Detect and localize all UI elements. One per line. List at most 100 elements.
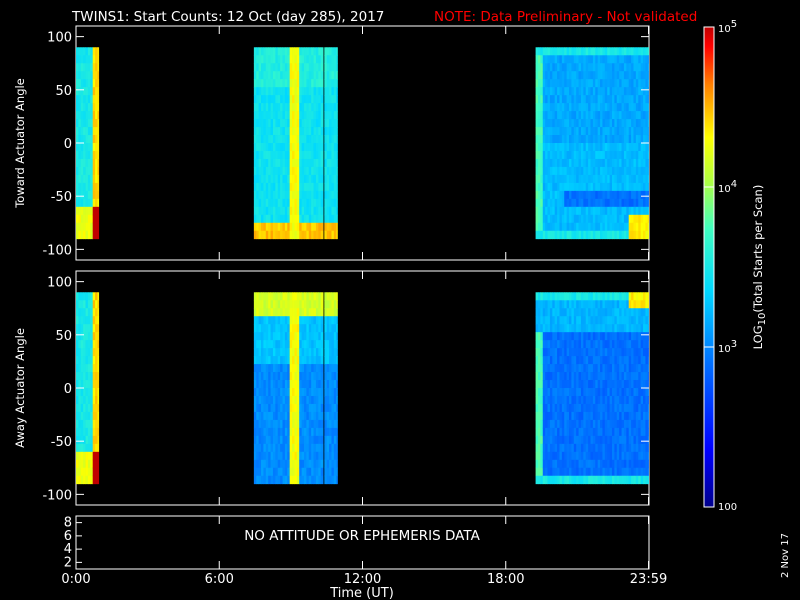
heatmap-cell — [554, 182, 558, 192]
heatmap-cell — [554, 427, 558, 437]
heatmap-cell — [95, 451, 98, 461]
heatmap-cell — [578, 190, 582, 200]
heatmap-cell — [83, 79, 86, 88]
heatmap-cell — [535, 395, 539, 405]
heatmap-cell — [95, 111, 98, 120]
heatmap-cell — [326, 71, 330, 80]
heatmap-cell — [308, 127, 312, 136]
heatmap-cell — [320, 308, 324, 317]
heatmap-cell — [552, 459, 556, 469]
heatmap-cell — [554, 127, 558, 136]
heatmap-cell — [535, 451, 539, 461]
heatmap-cell — [308, 71, 312, 80]
heatmap-cell — [640, 119, 644, 128]
heatmap-cell — [645, 467, 649, 477]
heatmap-cell — [576, 55, 579, 64]
heatmap-cell — [588, 143, 591, 152]
heatmap-cell — [578, 111, 582, 120]
heatmap-cell — [258, 332, 262, 341]
heatmap-cell — [289, 364, 293, 373]
heatmap-cell — [633, 222, 637, 232]
heatmap-cell — [258, 372, 262, 381]
heatmap-cell — [549, 356, 553, 365]
heatmap-cell — [97, 230, 100, 240]
heatmap-cell — [287, 340, 291, 349]
heatmap-cell — [635, 388, 639, 397]
heatmap-cell — [635, 174, 639, 184]
heatmap-cell — [626, 316, 630, 325]
heatmap-cell — [92, 380, 96, 389]
heatmap-cell — [638, 332, 642, 341]
heatmap-cell — [585, 87, 589, 96]
heatmap-cell — [275, 87, 279, 96]
heatmap-cell — [623, 364, 627, 373]
heatmap-cell — [315, 459, 319, 469]
heatmap-cell — [277, 214, 281, 224]
heatmap-cell — [600, 87, 603, 96]
heatmap-cell — [287, 55, 291, 64]
heatmap-cell — [296, 230, 300, 240]
heatmap-cell — [311, 388, 314, 397]
heatmap-cell — [597, 348, 601, 357]
heatmap-cell — [614, 308, 618, 317]
heatmap-cell — [284, 403, 288, 413]
heatmap-cell — [592, 166, 596, 176]
heatmap-cell — [333, 119, 337, 128]
heatmap-cell — [583, 411, 587, 421]
heatmap-cell — [645, 435, 649, 445]
heatmap-cell — [85, 55, 89, 64]
heatmap-cell — [270, 340, 274, 349]
heatmap-cell — [611, 166, 615, 176]
heatmap-cell — [97, 158, 100, 168]
heatmap-cell — [83, 206, 86, 216]
heatmap-cell — [318, 150, 322, 160]
heatmap-cell — [638, 47, 642, 56]
heatmap-cell — [83, 419, 86, 429]
heatmap-cell — [287, 158, 291, 168]
heatmap-cell — [604, 443, 608, 453]
heatmap-cell — [268, 166, 271, 176]
heatmap-cell — [87, 182, 91, 192]
heatmap-cell — [588, 300, 591, 309]
heatmap-cell — [284, 475, 288, 485]
heatmap-cell — [313, 419, 317, 429]
heatmap-cell — [324, 380, 328, 389]
heatmap-cell — [289, 182, 293, 192]
heatmap-cell — [315, 79, 319, 88]
heatmap-cell — [547, 150, 551, 160]
heatmap-cell — [304, 372, 307, 381]
heatmap-cell — [535, 222, 539, 232]
heatmap-cell — [313, 300, 317, 309]
heatmap-cell — [647, 356, 649, 365]
heatmap-cell — [647, 316, 649, 325]
heatmap-cell — [549, 174, 553, 184]
heatmap-cell — [611, 419, 615, 429]
heatmap-cell — [320, 103, 324, 112]
heatmap-cell — [614, 443, 618, 453]
heatmap-cell — [284, 166, 288, 176]
heatmap-cell — [324, 166, 328, 176]
heatmap-cell — [270, 435, 274, 445]
heatmap-cell — [280, 475, 283, 485]
heatmap-cell — [609, 47, 613, 56]
heatmap-cell — [83, 182, 86, 192]
heatmap-cell — [292, 388, 295, 397]
heatmap-cell — [545, 324, 548, 333]
heatmap-cell — [280, 459, 283, 469]
heatmap-cell — [554, 143, 558, 152]
heatmap-cell — [331, 198, 335, 208]
heatmap-cell — [87, 87, 91, 96]
heatmap-cell — [304, 206, 307, 216]
heatmap-cell — [289, 150, 293, 160]
heatmap-cell — [97, 364, 100, 373]
heatmap-cell — [640, 182, 644, 192]
heatmap-cell — [569, 308, 572, 317]
heatmap-cell — [621, 182, 625, 192]
heatmap-cell — [537, 324, 541, 333]
heatmap-cell — [576, 467, 579, 477]
heatmap-cell — [597, 71, 601, 80]
heatmap-cell — [333, 467, 337, 477]
heatmap-cell — [268, 55, 271, 64]
heatmap-cell — [277, 63, 281, 72]
heatmap-cell — [638, 182, 642, 192]
